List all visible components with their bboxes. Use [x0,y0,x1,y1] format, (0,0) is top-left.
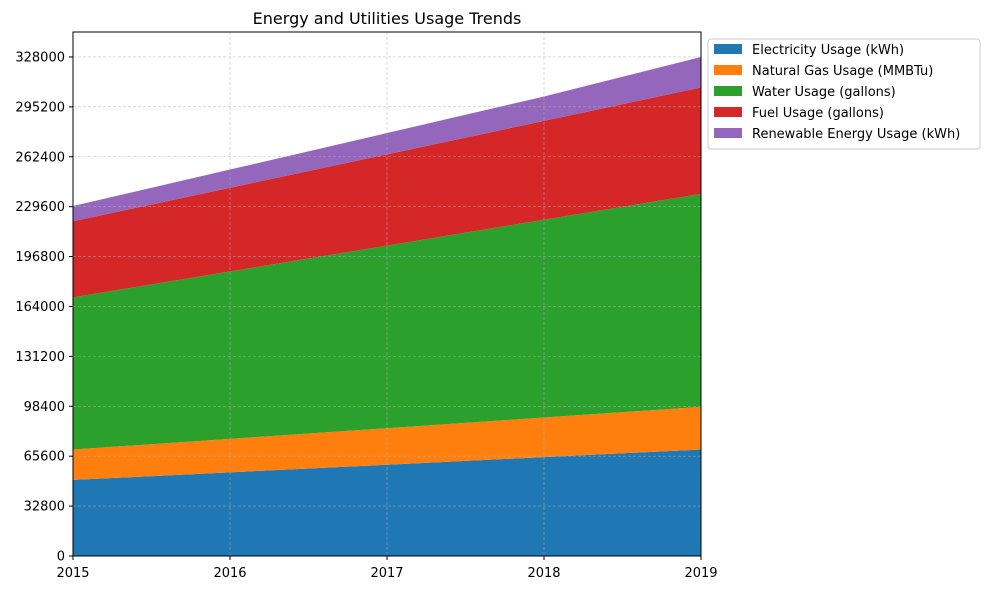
legend-swatch [714,128,742,138]
y-tick-label: 262400 [15,150,65,165]
y-tick-label: 32800 [24,500,65,515]
y-tick-label: 328000 [15,50,65,65]
x-axis: 2015 2016 2017 2018 2019 [56,556,717,581]
legend-label: Electricity Usage (kWh) [752,43,904,58]
legend-label: Fuel Usage (gallons) [752,106,884,121]
x-tick-label: 2017 [370,566,403,581]
legend-swatch [714,44,742,54]
y-tick-label: 0 [57,550,65,565]
legend-swatch [714,86,742,96]
legend-label: Natural Gas Usage (MMBTu) [752,64,933,79]
y-tick-label: 164000 [15,300,65,315]
chart-title: Energy and Utilities Usage Trends [253,9,522,28]
y-tick-label: 196800 [15,250,65,265]
legend-swatch [714,107,742,117]
legend-swatch [714,65,742,75]
y-axis: 0 32800 65600 98400 131200 164000 196800 229600… [15,50,73,564]
x-tick-label: 2019 [684,566,717,581]
legend-label: Water Usage (gallons) [752,85,896,100]
x-tick-label: 2018 [527,566,560,581]
area-layers [73,57,701,556]
legend: Electricity Usage (kWh) Natural Gas Usage… [708,39,980,149]
x-tick-label: 2015 [56,566,89,581]
y-tick-label: 229600 [15,200,65,215]
y-tick-label: 98400 [24,400,65,415]
y-tick-label: 65600 [24,450,65,465]
y-tick-label: 131200 [15,350,65,365]
legend-label: Renewable Energy Usage (kWh) [752,127,960,142]
y-tick-label: 295200 [15,100,65,115]
x-tick-label: 2016 [213,566,246,581]
